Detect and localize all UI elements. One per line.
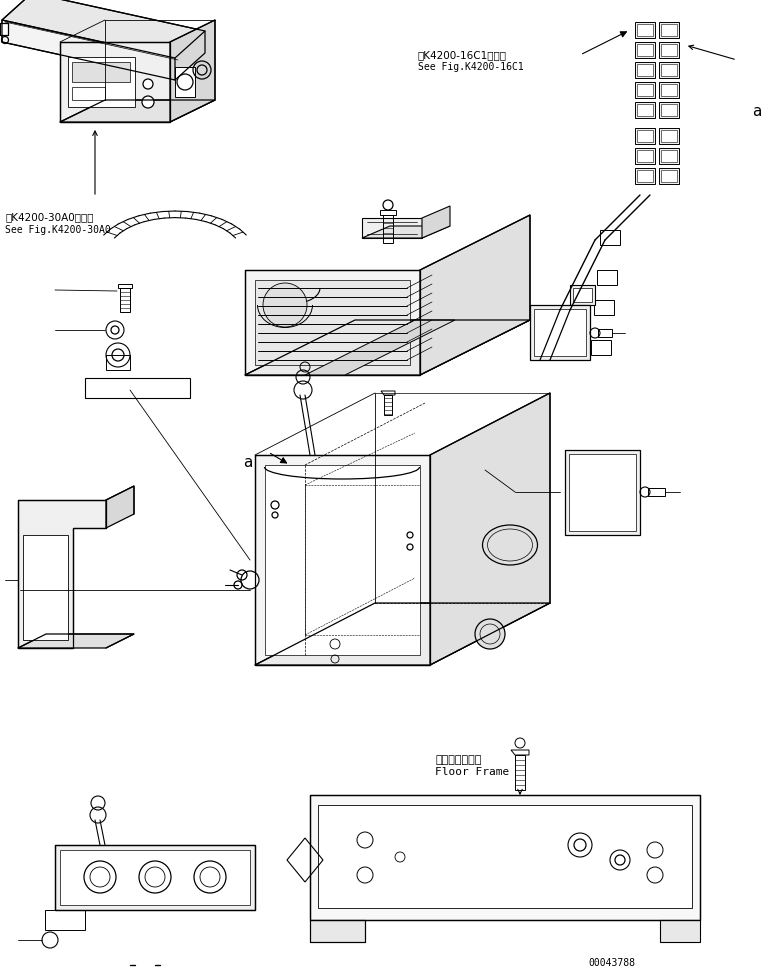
Polygon shape <box>573 288 592 302</box>
Circle shape <box>475 619 505 649</box>
Polygon shape <box>60 850 250 905</box>
Polygon shape <box>23 535 68 640</box>
Text: See Fig.K4200-30A0: See Fig.K4200-30A0 <box>5 225 111 235</box>
Polygon shape <box>635 22 655 38</box>
Circle shape <box>177 74 193 90</box>
Polygon shape <box>659 82 679 98</box>
Polygon shape <box>18 500 106 648</box>
Polygon shape <box>430 393 550 665</box>
Polygon shape <box>565 450 640 535</box>
Polygon shape <box>175 67 195 97</box>
Polygon shape <box>661 130 677 142</box>
Polygon shape <box>637 104 653 116</box>
Polygon shape <box>2 20 175 80</box>
Polygon shape <box>534 309 586 356</box>
Circle shape <box>263 283 307 327</box>
Polygon shape <box>635 148 655 164</box>
Polygon shape <box>72 62 130 82</box>
Polygon shape <box>661 64 677 76</box>
Polygon shape <box>569 454 636 531</box>
Polygon shape <box>68 57 135 107</box>
Polygon shape <box>637 44 653 56</box>
Polygon shape <box>637 130 653 142</box>
Polygon shape <box>637 64 653 76</box>
Polygon shape <box>310 920 365 942</box>
Polygon shape <box>60 100 215 122</box>
Polygon shape <box>362 226 450 238</box>
Circle shape <box>143 79 153 89</box>
Polygon shape <box>635 168 655 184</box>
Polygon shape <box>0 23 8 35</box>
Polygon shape <box>265 465 420 655</box>
Polygon shape <box>420 215 530 375</box>
Text: 第K4200-16C1図参照: 第K4200-16C1図参照 <box>418 50 507 60</box>
Polygon shape <box>245 270 420 375</box>
Polygon shape <box>659 42 679 58</box>
Polygon shape <box>60 42 170 122</box>
Polygon shape <box>661 170 677 182</box>
Polygon shape <box>245 320 530 375</box>
Text: 第K4200-30A0図参照: 第K4200-30A0図参照 <box>5 212 94 222</box>
Polygon shape <box>175 31 205 80</box>
Polygon shape <box>660 920 700 942</box>
Polygon shape <box>55 845 255 910</box>
Polygon shape <box>659 128 679 144</box>
Text: Floor Frame: Floor Frame <box>435 767 509 777</box>
Polygon shape <box>635 102 655 118</box>
Polygon shape <box>255 455 430 665</box>
Polygon shape <box>318 805 692 908</box>
Polygon shape <box>659 102 679 118</box>
Polygon shape <box>591 340 611 355</box>
Polygon shape <box>18 634 134 648</box>
Polygon shape <box>659 168 679 184</box>
Polygon shape <box>637 150 653 162</box>
Polygon shape <box>661 44 677 56</box>
Polygon shape <box>362 218 422 238</box>
Polygon shape <box>635 62 655 78</box>
Polygon shape <box>635 82 655 98</box>
Polygon shape <box>659 148 679 164</box>
Polygon shape <box>2 0 205 58</box>
Polygon shape <box>170 20 215 122</box>
Polygon shape <box>661 84 677 96</box>
Polygon shape <box>530 305 590 360</box>
Polygon shape <box>661 150 677 162</box>
Circle shape <box>241 571 259 589</box>
Circle shape <box>142 96 154 108</box>
Polygon shape <box>637 170 653 182</box>
Polygon shape <box>600 230 620 245</box>
Polygon shape <box>255 603 550 665</box>
Polygon shape <box>661 24 677 36</box>
Polygon shape <box>255 280 410 365</box>
Polygon shape <box>72 87 105 100</box>
Polygon shape <box>310 795 700 920</box>
Polygon shape <box>106 486 134 528</box>
Text: フロアフレーム: フロアフレーム <box>435 755 482 765</box>
Polygon shape <box>594 300 614 315</box>
Text: 00043788: 00043788 <box>588 958 635 968</box>
Polygon shape <box>597 270 617 285</box>
Polygon shape <box>637 84 653 96</box>
Polygon shape <box>305 320 455 375</box>
Polygon shape <box>661 104 677 116</box>
Polygon shape <box>570 285 595 305</box>
Polygon shape <box>635 42 655 58</box>
Text: a: a <box>243 455 253 470</box>
Polygon shape <box>635 128 655 144</box>
Text: See Fig.K4200-16C1: See Fig.K4200-16C1 <box>418 62 524 72</box>
Polygon shape <box>637 24 653 36</box>
Polygon shape <box>659 62 679 78</box>
Polygon shape <box>659 22 679 38</box>
Polygon shape <box>422 206 450 238</box>
Text: a: a <box>753 104 762 119</box>
